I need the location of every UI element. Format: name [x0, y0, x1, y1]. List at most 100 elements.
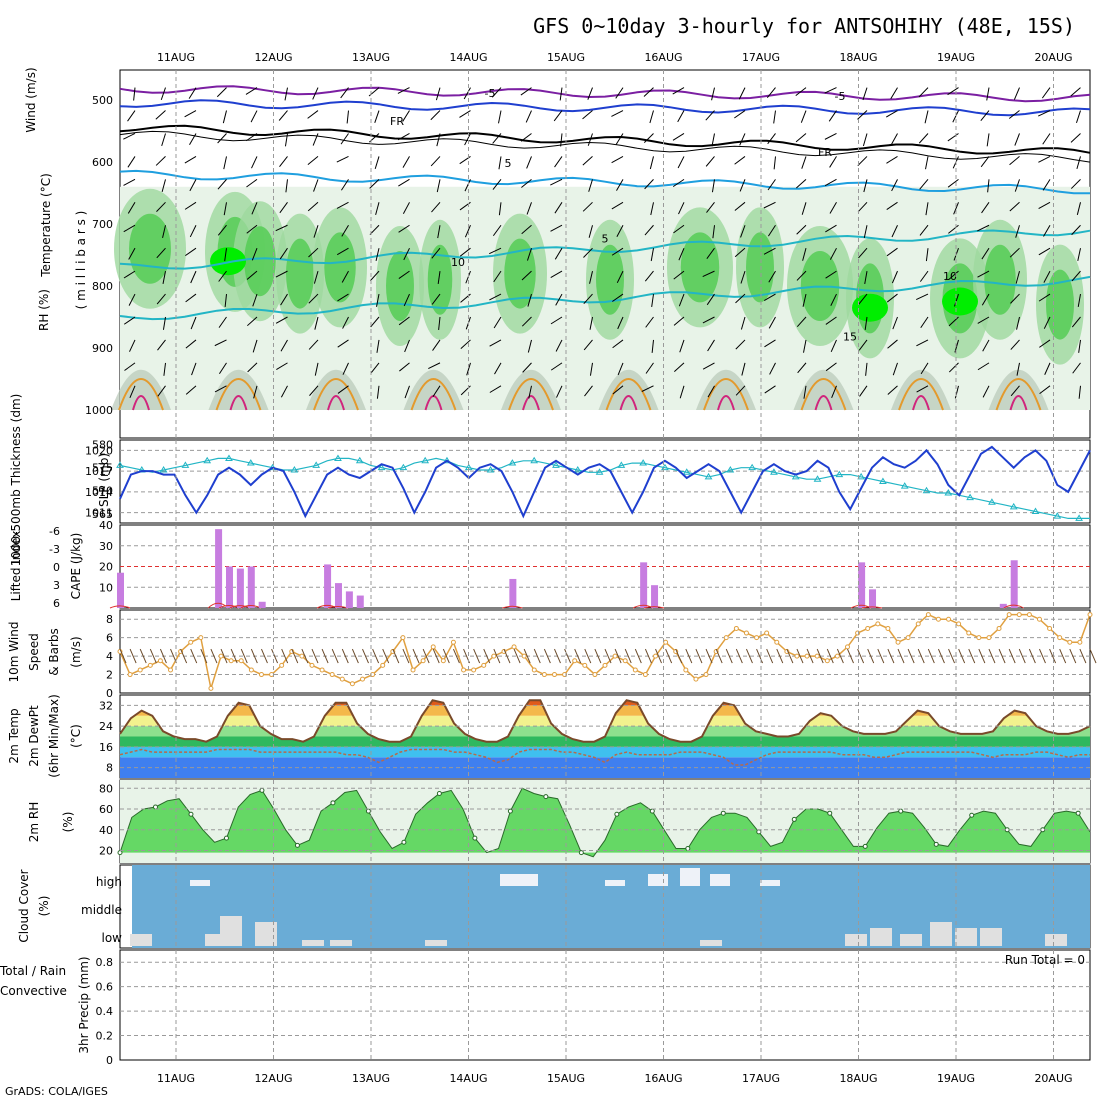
wind-barb	[919, 179, 929, 190]
wind-barb	[403, 247, 410, 261]
wind-barb	[958, 648, 966, 664]
wind-speed-point	[966, 630, 972, 636]
wind-barb	[463, 87, 471, 100]
wind-speed-point	[602, 662, 608, 668]
wind-barb	[526, 248, 532, 261]
thickness-point	[922, 486, 931, 494]
wind-barb	[887, 339, 898, 349]
wind-barb	[222, 110, 227, 124]
wind-barb	[376, 293, 380, 307]
wind-barb	[735, 385, 746, 396]
wind-barb	[740, 270, 746, 284]
ylabel-wind3: & Barbs	[47, 628, 61, 676]
thickness-point	[966, 493, 974, 501]
wind-barb	[432, 339, 441, 351]
wind-barb	[337, 385, 349, 394]
thickness-point	[355, 456, 364, 464]
wind-barb	[245, 133, 258, 142]
contour-label: -5	[485, 87, 496, 100]
wind-barb	[1072, 362, 1081, 374]
wind-barb	[556, 385, 563, 398]
wind-barb	[677, 156, 685, 169]
wind-barb	[342, 362, 349, 375]
wind-barb	[615, 133, 624, 145]
cape-lifted-index-panel	[109, 529, 1090, 609]
rh-point	[330, 800, 336, 806]
wind-barb	[422, 648, 430, 664]
ylabel-temp1: 2m Temp	[7, 708, 21, 763]
date-label-bottom: 12AUG	[254, 1072, 292, 1085]
temp-band	[120, 746, 1090, 758]
wind-speed-point	[845, 644, 850, 650]
rh-plume-core	[984, 244, 1016, 315]
ylabel-precip1: Total / Rain	[0, 964, 66, 978]
wind-barb	[796, 270, 807, 281]
wind-speed-point	[218, 653, 224, 659]
wind-barb	[370, 362, 380, 374]
wind-barb	[735, 648, 743, 664]
thickness-point	[704, 472, 713, 480]
wind-speed-point	[511, 644, 517, 650]
thickness-tick: 575	[92, 462, 113, 475]
wind-barb	[981, 247, 990, 260]
wind-barb	[651, 293, 654, 308]
wind-barb	[891, 179, 898, 192]
wind-barb	[582, 156, 593, 166]
wind-barb	[435, 87, 441, 101]
li-tick: 6	[53, 597, 60, 610]
lifted-index-line	[1003, 604, 1024, 609]
wind-barb	[824, 178, 837, 187]
ylabel-precip3: 3hr Precip (mm)	[77, 956, 91, 1053]
thickness-point	[203, 456, 212, 464]
wind-speed-point	[956, 621, 962, 627]
rh-point	[1075, 810, 1081, 816]
temp-tick: 8	[106, 762, 113, 775]
date-label-top: 14AUG	[449, 51, 487, 64]
wind-barb	[189, 225, 197, 238]
wind-barb	[948, 270, 959, 281]
wind-speed-point	[572, 658, 578, 664]
wind-barb	[768, 316, 776, 329]
wind-barb	[1043, 316, 1051, 329]
wind-barb	[864, 316, 868, 330]
wind-barb	[673, 270, 685, 280]
thickness-point	[225, 454, 233, 461]
li-tick: 3	[53, 579, 60, 592]
wind-speed-point	[339, 676, 345, 682]
temp-band	[120, 700, 1090, 706]
wind-barb	[560, 133, 563, 147]
wind-barb	[925, 202, 929, 216]
wind-speed-point	[319, 667, 325, 673]
wind-barb	[830, 293, 837, 306]
wind-barb	[738, 87, 746, 100]
wind-barb	[617, 316, 624, 330]
rh-plume-core	[286, 238, 314, 309]
wind-barb	[460, 339, 471, 350]
wind-barb	[582, 110, 593, 120]
rh-point	[614, 811, 620, 817]
thickness-point	[246, 459, 255, 466]
upper-ytick: 600	[92, 156, 113, 169]
wind-speed-point	[723, 635, 729, 641]
wind-barb	[998, 648, 1006, 664]
wind-barb	[466, 362, 471, 376]
wind-barb	[271, 648, 279, 664]
rh-plume-core	[504, 238, 536, 309]
ylabel-cape: CAPE (J/kg)	[69, 533, 83, 600]
wind-barb	[802, 248, 807, 261]
wind-barb	[336, 247, 349, 256]
temperature-line	[119, 699, 1091, 743]
bl-shade	[696, 369, 756, 410]
slp-tick: 1020	[85, 444, 113, 457]
wind-barb	[768, 270, 776, 283]
wind-speed-point	[804, 653, 810, 659]
wind-barb	[340, 87, 349, 99]
wind-barb	[157, 385, 166, 397]
rh-plume-core	[680, 232, 720, 303]
wind-barb	[129, 648, 137, 664]
wind-speed-point	[198, 635, 204, 641]
wind-barb	[981, 202, 990, 214]
wind-barb	[337, 293, 349, 302]
rh-point	[791, 816, 797, 822]
wind-barb	[584, 385, 593, 397]
